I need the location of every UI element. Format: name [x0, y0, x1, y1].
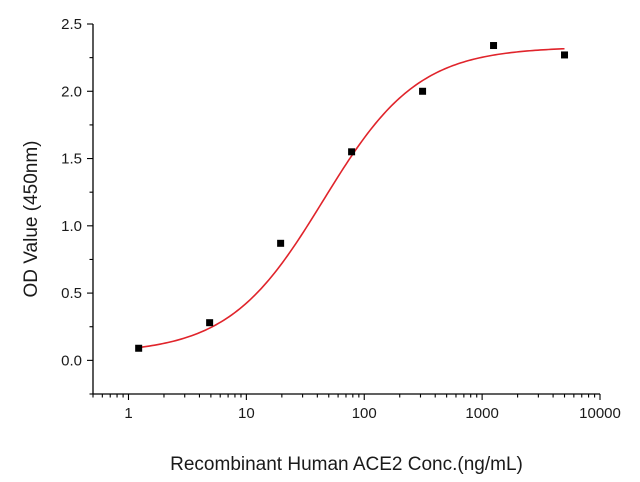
data-point-3 — [348, 148, 356, 156]
x-axis-title: Recombinant Human ACE2 Conc.(ng/mL) — [170, 454, 523, 475]
data-point-4 — [419, 87, 427, 95]
y-tick-label-5: 2.5 — [61, 16, 82, 33]
fit-curve — [138, 47, 565, 349]
y-tick-label-4: 2.0 — [61, 83, 82, 100]
x-tick-label-4: 10000 — [579, 405, 621, 422]
data-point-0 — [135, 344, 143, 352]
data-point-5 — [490, 42, 498, 50]
y-tick-label-0: 0.0 — [61, 352, 82, 369]
x-tick-label-2: 100 — [352, 405, 377, 422]
data-point-6 — [561, 51, 569, 59]
x-ticks: 1 10 100 1000 10000 — [92, 394, 621, 422]
x-tick-label-3: 1000 — [465, 405, 498, 422]
y-ticks: 0.0 0.5 1.0 1.5 2.0 2.5 — [61, 16, 93, 395]
x-tick-label-1: 10 — [238, 405, 255, 422]
data-points — [135, 42, 569, 352]
y-tick-label-3: 1.5 — [61, 151, 82, 168]
data-point-1 — [206, 319, 214, 327]
axes — [92, 24, 600, 395]
x-tick-label-0: 1 — [124, 405, 132, 422]
y-axis-title: OD Value (450nm) — [21, 141, 42, 298]
data-point-2 — [277, 239, 285, 247]
y-tick-label-2: 1.0 — [61, 218, 82, 235]
y-tick-label-1: 0.5 — [61, 285, 82, 302]
